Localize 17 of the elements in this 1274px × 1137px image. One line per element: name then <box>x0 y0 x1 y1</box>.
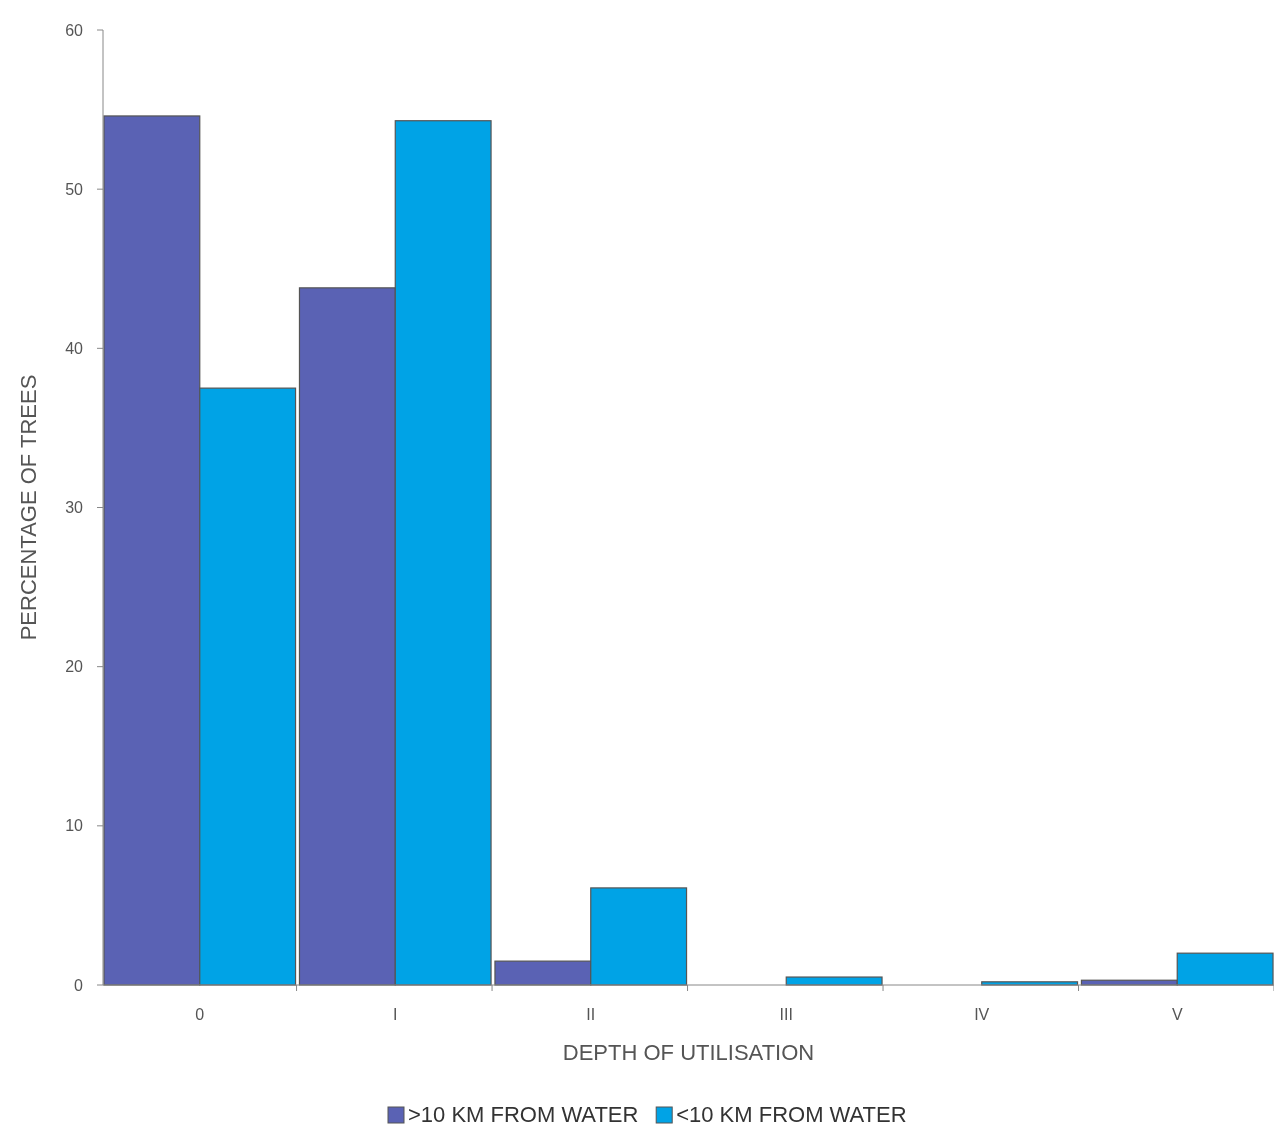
y-tick-label: 40 <box>65 339 84 357</box>
legend-label: >10 KM FROM WATER <box>408 1102 639 1127</box>
x-axis-title: DEPTH OF UTILISATION <box>562 1040 815 1065</box>
y-tick-label: 50 <box>65 180 84 198</box>
x-tick-label: I <box>393 1006 398 1023</box>
x-tick-label: 0 <box>195 1006 205 1023</box>
legend-label: <10 KM FROM WATER <box>676 1102 907 1127</box>
y-tick-label: 10 <box>65 817 84 835</box>
x-tick-label: III <box>779 1006 793 1023</box>
y-axis-title: PERCENTAGE OF TREES <box>16 374 41 641</box>
x-tick-label: II <box>586 1006 596 1023</box>
y-tick-label: 30 <box>65 499 84 517</box>
y-tick-label: 20 <box>65 658 84 676</box>
x-tick-label: V <box>1171 1006 1183 1023</box>
y-tick-label: 0 <box>74 976 84 994</box>
x-tick-label: IV <box>974 1006 990 1023</box>
y-tick-label: 60 <box>65 21 84 39</box>
